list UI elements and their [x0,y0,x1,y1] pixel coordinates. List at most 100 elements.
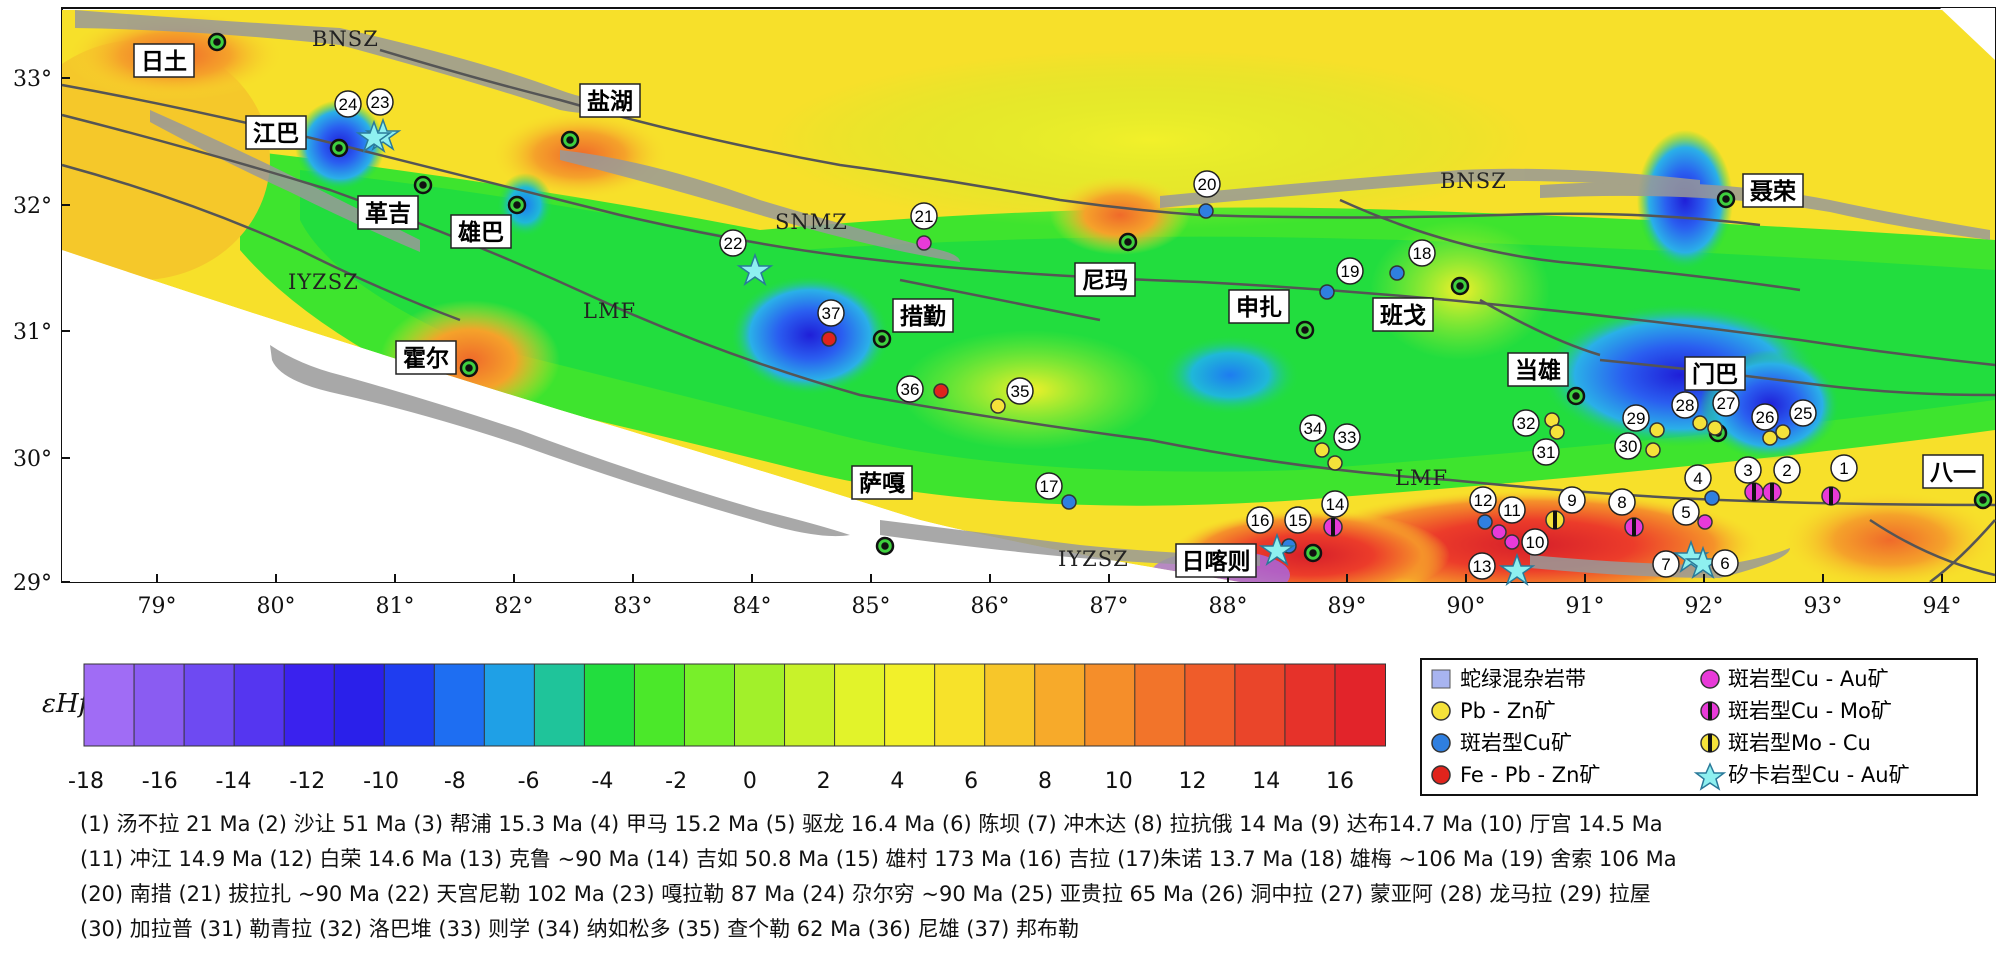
pbzn-deposit [1692,415,1708,431]
svg-text:日土: 日土 [141,49,187,75]
deposit-number: 25 [1789,399,1817,427]
pbzn-symbol [1431,701,1451,721]
place-label: 霍尔 [395,340,457,375]
city-dot [875,536,895,556]
colorbar-tick-label: -18 [68,769,104,794]
colorbar-tick-label: -4 [591,769,613,794]
svg-text:18: 18 [1413,244,1432,263]
colorbar-cells [83,663,1387,747]
colorbar-cell [1134,663,1186,747]
svg-text:36: 36 [901,380,920,399]
svg-text:4: 4 [1693,469,1702,488]
colorbar-tick-label: 14 [1252,769,1280,794]
colorbar-cell [1184,663,1236,747]
deposit-number: 20 [1193,170,1221,198]
svg-text:12: 12 [1474,491,1493,510]
colorbar-cell [283,663,336,747]
zone-label: BNSZ [312,27,379,51]
place-label: 八一 [1922,454,1984,489]
lon-tick: 93° [1804,594,1843,619]
colorbar-cell [934,663,986,747]
svg-text:19: 19 [1341,262,1360,281]
pbzn-deposit [1707,420,1723,436]
svg-text:31: 31 [1537,443,1556,462]
city-dot [1450,276,1470,296]
colorbar-cell [333,663,386,747]
lon-tick: 87° [1090,594,1129,619]
colorbar-tick-label: 12 [1178,769,1206,794]
porphyry-cu-deposit [1389,265,1405,281]
lat-tick: 30° [13,447,52,472]
caption-line: (1) 汤不拉 21 Ma (2) 沙让 51 Ma (3) 帮浦 15.3 M… [80,812,1663,836]
zone-label: LMF [1395,466,1448,490]
deposit-number: 10 [1521,528,1549,556]
colorbar-cell [834,663,886,747]
colorbar-tick-label: -8 [444,769,466,794]
svg-text:聂荣: 聂荣 [1749,179,1796,205]
skarn-deposit [1498,552,1536,586]
lon-tick: 82° [495,594,534,619]
fepbzn-symbol [1431,765,1451,785]
place-label: 盐湖 [579,83,641,118]
lon-tick: 85° [852,594,891,619]
colorbar-cell [1084,663,1136,747]
caption-line: (30) 加拉普 (31) 勒青拉 (32) 洛巴堆 (33) 则学 (34) … [80,917,1080,941]
deposit-number: 27 [1712,389,1740,417]
zone-label: IYZSZ [1058,547,1129,571]
colorbar-tick-label: 10 [1105,769,1133,794]
lat-tick: 29° [13,571,52,596]
porphyry-cu-deposit [1477,514,1493,530]
map-figure: 33° 32° 31° 30° 29° 79° 80° 81° 82° 83° … [13,7,1996,619]
pbzn-deposit [1314,442,1330,458]
svg-text:蛇绿混杂岩带: 蛇绿混杂岩带 [1460,667,1586,691]
legend-item: 斑岩型Mo - Cu [1700,731,1871,755]
deposit-number: 37 [817,299,845,327]
cu-mo-deposit [1821,486,1841,506]
place-label: 日土 [133,43,195,78]
lon-tick: 88° [1209,594,1248,619]
deposit-number: 29 [1622,404,1650,432]
deposit-number: 31 [1532,438,1560,466]
svg-text:11: 11 [1503,501,1521,520]
deposit-number: 28 [1671,391,1699,419]
svg-text:日喀则: 日喀则 [1182,549,1251,575]
place-label: 革吉 [357,195,419,230]
deposit-number: 12 [1469,486,1497,514]
fepbzn-deposit [933,383,949,399]
deposit-number: 21 [910,202,938,230]
svg-text:37: 37 [822,304,841,323]
deposit-number: 1 [1830,454,1858,482]
place-label: 江巴 [245,115,307,150]
svg-text:23: 23 [371,93,390,112]
legend-item: 斑岩型Cu - Au矿 [1700,667,1889,691]
svg-text:尼玛: 尼玛 [1082,268,1128,294]
pbzn-deposit [1775,424,1791,440]
colorbar-tick-label: -2 [665,769,687,794]
deposit-number: 13 [1468,552,1496,580]
svg-text:8: 8 [1617,493,1626,512]
svg-text:3: 3 [1743,461,1752,480]
svg-text:25: 25 [1794,404,1813,423]
svg-text:盐湖: 盐湖 [587,89,633,115]
lon-tick: 90° [1447,594,1486,619]
skarn-deposit [736,252,774,286]
svg-text:24: 24 [339,95,358,114]
svg-text:32: 32 [1517,414,1536,433]
svg-text:20: 20 [1198,175,1217,194]
porphyry-cu-deposit [1198,203,1214,219]
colorbar-cell [1034,663,1086,747]
pbzn-deposit [990,398,1006,414]
colorbar-tick-label: 16 [1326,769,1354,794]
colorbar-cell [784,663,836,747]
svg-text:八一: 八一 [1930,460,1976,486]
svg-text:9: 9 [1567,491,1576,510]
skarn-deposit [355,119,393,153]
colorbar: εHf(t) -18 -16 -14 -12 -10 -8 -6 -4 -2 0 2 4 6 8 10 12 1… [42,663,1387,794]
svg-text:7: 7 [1661,555,1670,574]
colorbar-cell [133,663,186,747]
colorbar-ticks: -18 -16 -14 -12 -10 -8 -6 -4 -2 0 2 4 6 8 10 12 14 16 [68,769,1354,794]
place-label: 雄巴 [450,214,512,249]
lon-tick: 86° [971,594,1010,619]
city-dot [1295,320,1315,340]
deposit-number: 2 [1773,456,1801,484]
